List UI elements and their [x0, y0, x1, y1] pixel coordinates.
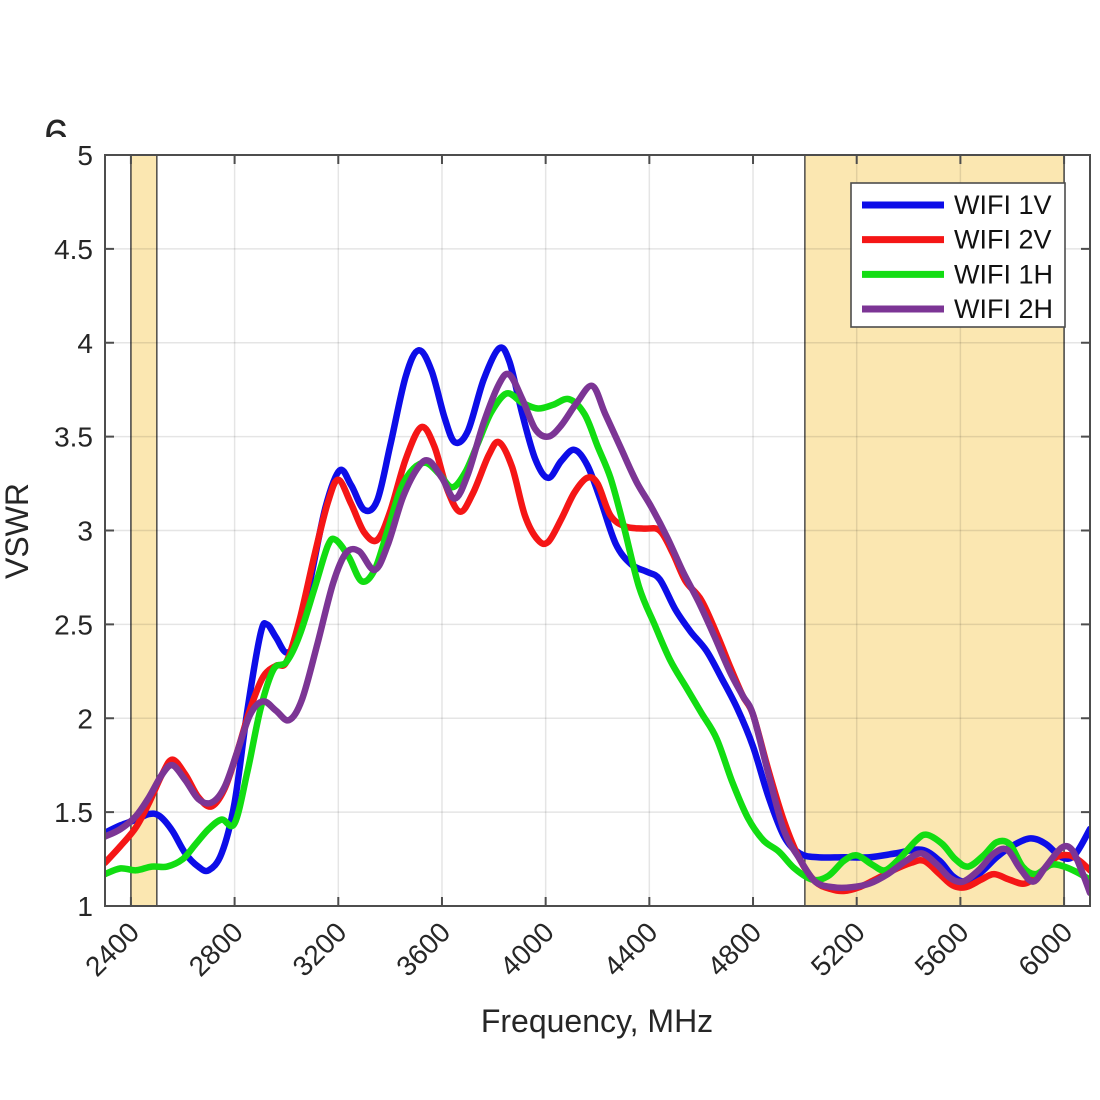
- x-tick-label: 2800: [183, 916, 249, 982]
- y-tick-label: 4: [77, 328, 93, 359]
- x-tick-label: 5600: [909, 916, 975, 982]
- y-tick-labels: 1 1.5 2 2.5 3 3.5 4 4.5 5: [54, 140, 93, 922]
- x-tick-label: 6000: [1012, 916, 1078, 982]
- y-tick-label: 4.5: [54, 234, 93, 265]
- series-line-wifi-2h: [105, 370, 1090, 897]
- x-tick-label: 5200: [805, 916, 871, 982]
- legend-label-wifi-2h: WIFI 2H: [954, 294, 1053, 324]
- x-axis-label: Frequency, MHz: [481, 1003, 713, 1039]
- x-tick-label: 4800: [701, 916, 767, 982]
- clipped-six-glyph: 6: [44, 112, 69, 137]
- y-tick-label: 3: [77, 516, 93, 547]
- legend-label-wifi-2v: WIFI 2V: [954, 225, 1052, 255]
- legend-label-wifi-1h: WIFI 1H: [954, 259, 1053, 289]
- y-axis-label: VSWR: [0, 483, 35, 579]
- y-tick-label: 1: [77, 891, 93, 922]
- highlight-band-1: [130, 155, 157, 906]
- legend: WIFI 1V WIFI 2V WIFI 1H WIFI 2H: [850, 182, 1066, 328]
- x-tick-label: 3200: [287, 916, 353, 982]
- x-tick-label: 4000: [494, 916, 560, 982]
- series-line-wifi-1h: [105, 390, 1090, 884]
- clipped-axis-fragment: 6: [44, 112, 80, 137]
- y-tick-label: 1.5: [54, 797, 93, 828]
- y-tick-label: 2: [77, 703, 93, 734]
- x-tick-label: 2400: [79, 916, 145, 982]
- x-tick-labels: 2400 2800 3200 3600 4000 4400 4800 5200 5600 6000: [79, 916, 1078, 982]
- axes-box: [104, 154, 1091, 907]
- series-lines: [105, 344, 1090, 897]
- y-tick-label: 5: [77, 140, 93, 171]
- y-tick-label: 3.5: [54, 422, 93, 453]
- series-line-wifi-1v: [105, 344, 1090, 885]
- series-line-wifi-2v: [105, 423, 1090, 895]
- x-tick-label: 3600: [390, 916, 456, 982]
- y-tick-label: 2.5: [54, 609, 93, 640]
- x-tick-label: 4400: [598, 916, 664, 982]
- legend-label-wifi-1v: WIFI 1V: [954, 190, 1052, 220]
